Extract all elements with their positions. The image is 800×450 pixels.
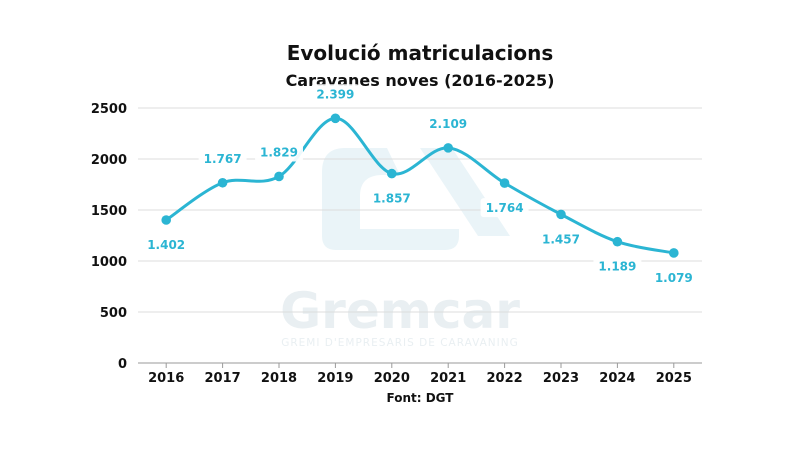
data-label: 2.109 xyxy=(429,117,467,131)
y-tick-label: 2000 xyxy=(91,153,127,168)
data-point xyxy=(274,171,284,182)
data-point xyxy=(499,178,510,188)
series-line xyxy=(164,116,676,255)
data-labels: 1.402 1.767 1.829 2.399 1.857 2.109 1.764 1.457… xyxy=(142,84,698,287)
data-point xyxy=(330,113,341,124)
data-label-bg xyxy=(198,148,247,168)
data-label-bg xyxy=(367,188,416,208)
x-tick-label: 2024 xyxy=(599,371,635,386)
x-tick-label: 2021 xyxy=(430,371,466,386)
data-label: 1.079 xyxy=(655,271,693,285)
data-point xyxy=(387,168,397,179)
x-tick-label: 2018 xyxy=(261,371,297,386)
data-label-bg xyxy=(142,234,191,254)
data-point xyxy=(217,177,228,188)
y-tick-label: 1000 xyxy=(91,255,127,270)
data-label: 1.189 xyxy=(598,260,636,274)
data-label-bg xyxy=(424,113,473,133)
data-label: 1.457 xyxy=(542,232,580,246)
data-label: 1.402 xyxy=(147,238,185,252)
watermark: Gremcar GREMI D'EMPRESARIS DE CARAVANING xyxy=(280,148,520,349)
data-label-bg xyxy=(649,267,698,287)
y-tick-label: 1500 xyxy=(91,204,127,219)
y-tick-label: 2500 xyxy=(91,102,127,117)
chart-title: Evolució matriculacions xyxy=(287,41,554,65)
data-point xyxy=(612,236,623,247)
y-tick-label: 500 xyxy=(100,306,127,321)
x-tick-label: 2025 xyxy=(656,371,692,386)
x-tick-label: 2019 xyxy=(317,371,353,386)
x-tick-label: 2022 xyxy=(487,371,523,386)
data-label: 1.767 xyxy=(204,152,242,166)
data-point xyxy=(556,209,566,220)
x-axis: 2016 2017 2018 2019 2020 2021 2022 2023 2024 2025 xyxy=(148,363,692,386)
data-label-bg xyxy=(255,142,303,162)
data-label: 1.829 xyxy=(260,145,298,159)
data-label-bg xyxy=(537,229,585,249)
x-tick-label: 2020 xyxy=(374,371,410,386)
data-label-bg xyxy=(480,198,529,218)
data-point xyxy=(161,215,171,225)
data-point xyxy=(443,143,454,153)
data-label-bg xyxy=(311,84,360,104)
x-tick-label: 2017 xyxy=(205,371,241,386)
data-point xyxy=(669,248,679,258)
watermark-tagline: GREMI D'EMPRESARIS DE CARAVANING xyxy=(281,337,519,349)
data-label-bg xyxy=(593,256,642,276)
watermark-brand: Gremcar xyxy=(280,282,520,340)
data-label: 1.764 xyxy=(486,201,524,215)
data-label: 2.399 xyxy=(316,87,354,101)
y-tick-label: 0 xyxy=(118,357,127,372)
series xyxy=(161,113,679,258)
source-note: Font: DGT xyxy=(387,391,455,405)
x-tick-label: 2016 xyxy=(148,371,184,386)
x-tick-label: 2023 xyxy=(543,371,579,386)
y-axis: 0 500 1000 1500 2000 2500 xyxy=(91,102,127,372)
data-label: 1.857 xyxy=(373,192,411,206)
